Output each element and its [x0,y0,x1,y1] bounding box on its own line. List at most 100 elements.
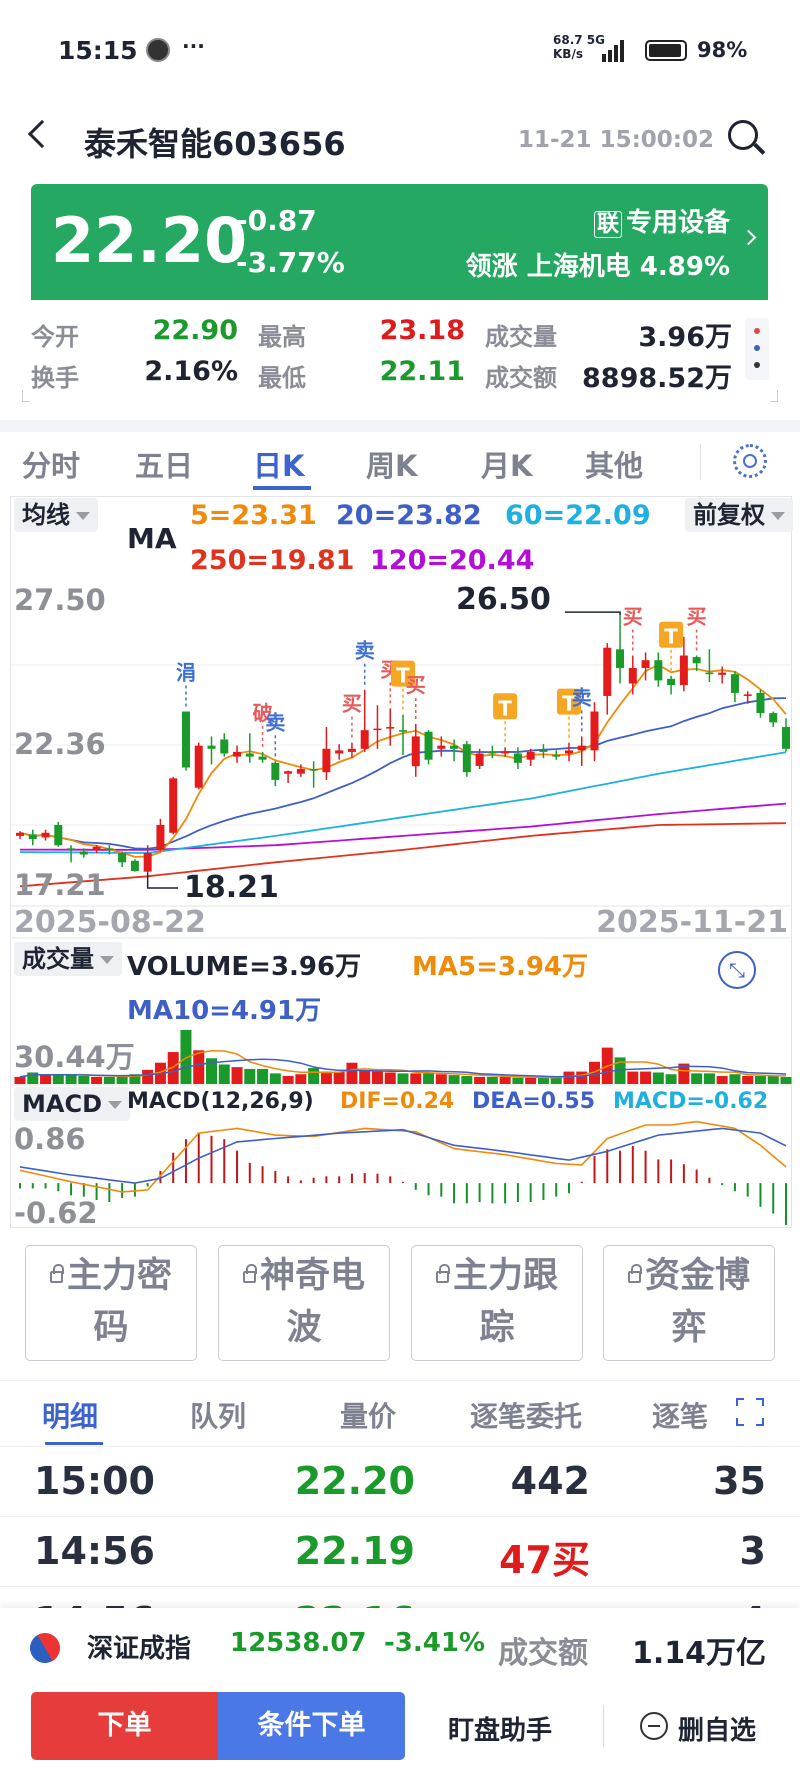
candle-body [641,660,650,668]
volume-bar [678,1063,690,1084]
candle-body [730,674,739,693]
dropdown-icon [100,956,114,964]
candle-body [616,649,625,668]
trade-price: 22.19 [294,1529,415,1573]
volume-bar [333,1071,345,1084]
signal-marker [659,621,684,648]
adjust-selector[interactable]: 前复权 [685,498,793,532]
tab-3[interactable]: 周K [366,449,418,483]
volume-selector[interactable]: 成交量 [14,942,122,976]
volume-bar [767,1076,779,1084]
sector-link[interactable]: 联专用设备 [593,202,730,239]
candle-body [54,825,63,846]
volume-bar [780,1076,792,1084]
candle-body [513,753,522,763]
candle-body [296,769,305,774]
candle-body [92,846,101,850]
more-stats-icon[interactable] [745,318,769,380]
candle-body [437,745,446,749]
trade-row: 14:56 22.19 47买 3 [0,1517,800,1587]
trade-volume: 47买 [499,1538,590,1582]
signal-label: 买 [406,673,426,697]
trade-volume: 442 [510,1459,590,1503]
feature-button[interactable]: 资金博弈 [603,1245,775,1361]
expand-chart-icon[interactable]: ⤡ [718,951,756,989]
volume-bar [729,1074,741,1084]
detail-tab[interactable]: 逐笔委托 [470,1400,583,1433]
settings-gear-icon[interactable] [733,444,767,478]
tab-4[interactable]: 月K [481,449,533,483]
order-button[interactable]: 下单 [31,1692,218,1760]
tab-5[interactable]: 其他 [585,449,644,483]
volume-bar [486,1076,498,1084]
volume-bar [512,1077,524,1084]
volume-bar [627,1071,639,1084]
volume-bar [308,1068,320,1084]
conditional-order-button[interactable]: 条件下单 [218,1692,405,1760]
price-change: -0.87 [236,204,317,237]
volume-bar [65,1075,77,1084]
macd-selector-label: MACD [22,1090,102,1118]
candle-body [743,694,752,696]
detail-tab[interactable]: 明细 [42,1400,99,1433]
stat-value: 3.96万 [638,322,732,353]
trade-price: 22.20 [294,1459,415,1503]
volume-bar [448,1075,460,1084]
index-ticker-bar[interactable]: 深证成指 12538.07 -3.41% 成交额 1.14万亿 [0,1608,800,1683]
volume-bar [423,1073,435,1084]
tab-2[interactable]: 日K [253,449,305,483]
tab-0[interactable]: 分时 [22,449,81,483]
signal-marker [493,693,518,720]
active-tab-underline [45,1442,103,1445]
lock-icon [49,1264,64,1283]
candle-body [105,848,114,850]
feature-button[interactable]: 神奇电波 [218,1245,390,1361]
volume-bar [474,1076,486,1084]
feature-label: 资金博 [644,1256,750,1296]
stat-label: 今开 [31,323,79,351]
macd-selector[interactable]: MACD [14,1087,130,1121]
remove-watchlist-button[interactable]: 删自选 [678,1716,757,1746]
leader-label: 领涨 [465,252,518,282]
detail-tab[interactable]: 逐笔 [652,1400,709,1433]
tab-1[interactable]: 五日 [135,449,194,483]
watch-helper-button[interactable]: 盯盘助手 [448,1716,553,1746]
detail-tab[interactable]: 量价 [340,1400,397,1433]
candle-body [782,727,790,749]
feature-label: 波 [286,1308,322,1348]
candle-body [386,727,395,729]
quote-banner[interactable]: 22.20 -0.87 -3.77% 联专用设备 领涨 上海机电 4.89% [31,184,768,300]
start-date: 2025-08-22 [14,905,206,940]
ma-selector[interactable]: 均线 [14,498,98,532]
candle-body [309,769,318,771]
stat-label: 成交额 [485,364,557,392]
candle-body [692,657,701,664]
candle-body [143,852,152,872]
feature-label: 码 [93,1308,129,1348]
volume-bar [371,1071,383,1084]
search-icon[interactable] [728,120,766,160]
volume-bar [282,1076,294,1084]
active-tab-underline [253,486,311,490]
volume-bar [320,1071,332,1084]
dea-line [19,1127,787,1184]
stat-label: 成交量 [485,323,557,351]
detail-tab[interactable]: 队列 [190,1400,247,1433]
macd-y-bottom: -0.62 [14,1196,98,1230]
signal-label: 破 [253,701,273,725]
candle-body [347,748,356,752]
battery-level: 98% [697,38,748,62]
fullscreen-icon[interactable] [736,1398,764,1426]
volume-bar [397,1073,409,1084]
candle-body [360,730,369,749]
candle-body [322,748,331,773]
feature-button[interactable]: 主力密码 [25,1245,197,1361]
macd-y-top: 0.86 [14,1122,86,1156]
more-status-icon: ··· [182,34,205,58]
high-price-label: 26.50 [456,582,551,617]
volume-bar [231,1067,243,1084]
index-logo-icon [24,1627,66,1669]
feature-button[interactable]: 主力跟踪 [411,1245,583,1361]
candle-body [424,731,433,760]
